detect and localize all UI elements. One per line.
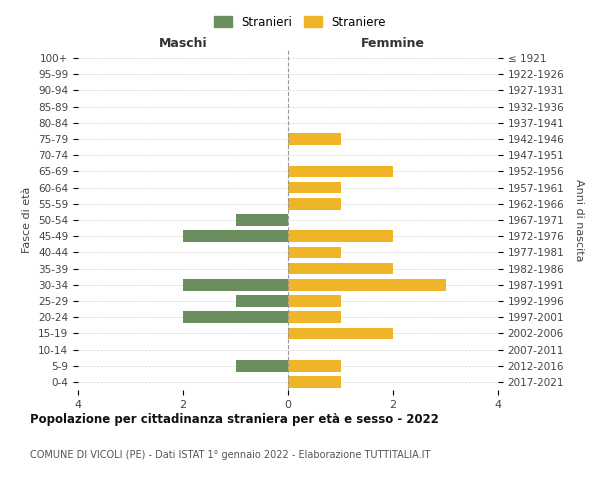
Bar: [288, 198, 341, 209]
Text: Popolazione per cittadinanza straniera per età e sesso - 2022: Popolazione per cittadinanza straniera p…: [30, 412, 439, 426]
Bar: [235, 214, 288, 226]
Y-axis label: Fasce di età: Fasce di età: [22, 187, 32, 253]
Text: Femmine: Femmine: [361, 37, 425, 50]
Bar: [235, 295, 288, 307]
Bar: [183, 279, 288, 290]
Bar: [288, 262, 393, 274]
Y-axis label: Anni di nascita: Anni di nascita: [574, 179, 584, 261]
Bar: [288, 295, 341, 307]
Legend: Stranieri, Straniere: Stranieri, Straniere: [209, 11, 391, 34]
Bar: [288, 279, 445, 290]
Bar: [288, 246, 341, 258]
Bar: [288, 312, 341, 323]
Text: COMUNE DI VICOLI (PE) - Dati ISTAT 1° gennaio 2022 - Elaborazione TUTTITALIA.IT: COMUNE DI VICOLI (PE) - Dati ISTAT 1° ge…: [30, 450, 430, 460]
Bar: [183, 312, 288, 323]
Bar: [288, 360, 341, 372]
Bar: [288, 328, 393, 339]
Text: Maschi: Maschi: [158, 37, 208, 50]
Bar: [288, 166, 393, 177]
Bar: [183, 230, 288, 242]
Bar: [288, 376, 341, 388]
Bar: [235, 360, 288, 372]
Bar: [288, 182, 341, 194]
Bar: [288, 230, 393, 242]
Bar: [288, 133, 341, 145]
